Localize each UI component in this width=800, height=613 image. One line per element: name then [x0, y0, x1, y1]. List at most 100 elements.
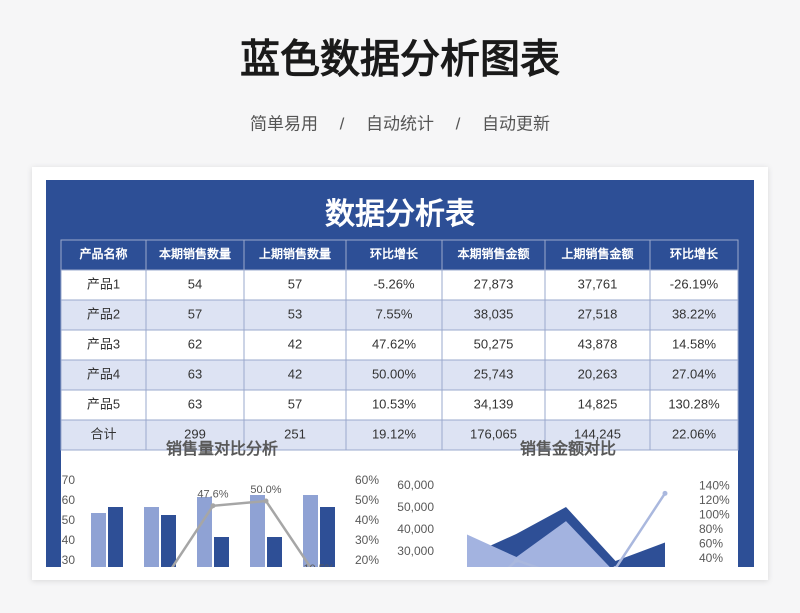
cell: [649, 269, 739, 301]
y2-tick-label: 60%: [699, 537, 723, 551]
y2-tick-label: 30%: [355, 533, 379, 547]
cell: [60, 299, 147, 331]
cell-text: 14,825: [578, 396, 618, 411]
cell-text: 57: [188, 306, 202, 321]
cell: [441, 329, 546, 361]
cell-text: 53: [288, 306, 302, 321]
cell-text: 37,761: [578, 276, 618, 291]
bar: [250, 495, 265, 567]
y-tick-label: 60,000: [397, 478, 434, 492]
cell-text: 50,275: [474, 336, 514, 351]
cell-text: 27,518: [578, 306, 618, 321]
y2-tick-label: 20%: [355, 553, 379, 567]
cell: [145, 419, 245, 451]
cell-text: 27,873: [474, 276, 514, 291]
header-text: 环比增长: [670, 246, 719, 261]
y2-tick-label: 60%: [355, 473, 379, 487]
line-marker: [158, 583, 163, 588]
cell-text: 合计: [90, 426, 116, 441]
y-tick-label: 50: [62, 513, 76, 527]
cell: [345, 419, 443, 451]
cell-text: 43,878: [578, 336, 618, 351]
y2-tick-label: 100%: [699, 508, 730, 522]
cell: [649, 419, 739, 451]
bar: [214, 537, 229, 567]
cell: [649, 329, 739, 361]
cell-text: 251: [284, 426, 306, 441]
cell-text: 299: [184, 426, 206, 441]
line-marker: [514, 557, 519, 563]
cell: [243, 419, 347, 451]
cell: [441, 299, 546, 331]
tagline-separator: /: [456, 114, 461, 133]
y2-tick-label: 40%: [699, 551, 723, 565]
bar: [197, 497, 212, 567]
line-marker: [210, 503, 216, 509]
line-marker: [613, 565, 618, 567]
cell: [649, 359, 739, 391]
cell-text: 130.28%: [668, 396, 720, 411]
cell-text: 22.06%: [672, 426, 717, 441]
header-text: 上期销售数量: [259, 246, 331, 261]
cell-text: 19.12%: [372, 426, 417, 441]
cell-text: 144,245: [574, 426, 621, 441]
tagline-separator: /: [340, 114, 345, 133]
header-text: 上期销售金额: [561, 246, 633, 261]
table-title: 数据分析表: [325, 198, 475, 231]
cell: [60, 419, 147, 451]
bar: [144, 507, 159, 567]
cell-text: 57: [288, 276, 302, 291]
y-tick-label: 30: [62, 553, 76, 567]
data-label: 50.0%: [250, 484, 281, 496]
header-text: 环比增长: [370, 246, 419, 261]
cell: [60, 329, 147, 361]
y2-tick-label: 40%: [355, 513, 379, 527]
line: [507, 492, 667, 567]
cell: [345, 359, 443, 391]
y-tick-label: 40,000: [397, 522, 434, 536]
chart-title: 销售量对比分析: [166, 439, 278, 458]
cell-text: 38.22%: [672, 306, 717, 321]
bar: [108, 507, 123, 567]
header-text: 产品名称: [79, 246, 127, 261]
line-marker: [465, 605, 470, 610]
y2-tick-label: 120%: [699, 493, 730, 507]
cell-text: 产品2: [87, 306, 120, 321]
cell: [544, 329, 651, 361]
y2-tick-label: 140%: [699, 478, 730, 492]
y-tick-label: 40: [62, 533, 76, 547]
y2-tick-label: 80%: [699, 522, 723, 536]
data-label: 47.6%: [197, 489, 228, 501]
cell-text: 25,743: [474, 366, 514, 381]
cell-text: 63: [188, 396, 202, 411]
y-tick-label: 70: [62, 473, 76, 487]
cell-text: -26.19%: [670, 276, 719, 291]
tagline-item: 自动统计: [366, 114, 434, 133]
cell-text: 47.62%: [372, 336, 417, 351]
line-marker: [105, 609, 110, 613]
chart-title: 销售金额对比: [520, 439, 616, 458]
cell-text: 产品1: [87, 276, 120, 291]
header-cell: [544, 239, 651, 271]
cell-text: 20,263: [578, 366, 618, 381]
cell-text: 42: [288, 336, 302, 351]
cell-text: 50.00%: [372, 366, 417, 381]
cell: [243, 299, 347, 331]
cell-text: 10.53%: [372, 396, 417, 411]
page-title: 蓝色数据分析图表: [240, 38, 560, 82]
cell-text: 57: [288, 396, 302, 411]
line-marker: [662, 490, 668, 496]
cell-text: 54: [188, 276, 202, 291]
cell-text: -5.26%: [373, 276, 415, 291]
bar: [91, 513, 106, 567]
cell-text: 产品4: [87, 366, 120, 381]
cell: [345, 329, 443, 361]
tagline-item: 自动更新: [482, 114, 550, 133]
cell-text: 7.55%: [376, 306, 413, 321]
cell: [145, 359, 245, 391]
bar: [320, 507, 335, 567]
cell-text: 14.58%: [672, 336, 717, 351]
line-marker: [263, 498, 269, 504]
